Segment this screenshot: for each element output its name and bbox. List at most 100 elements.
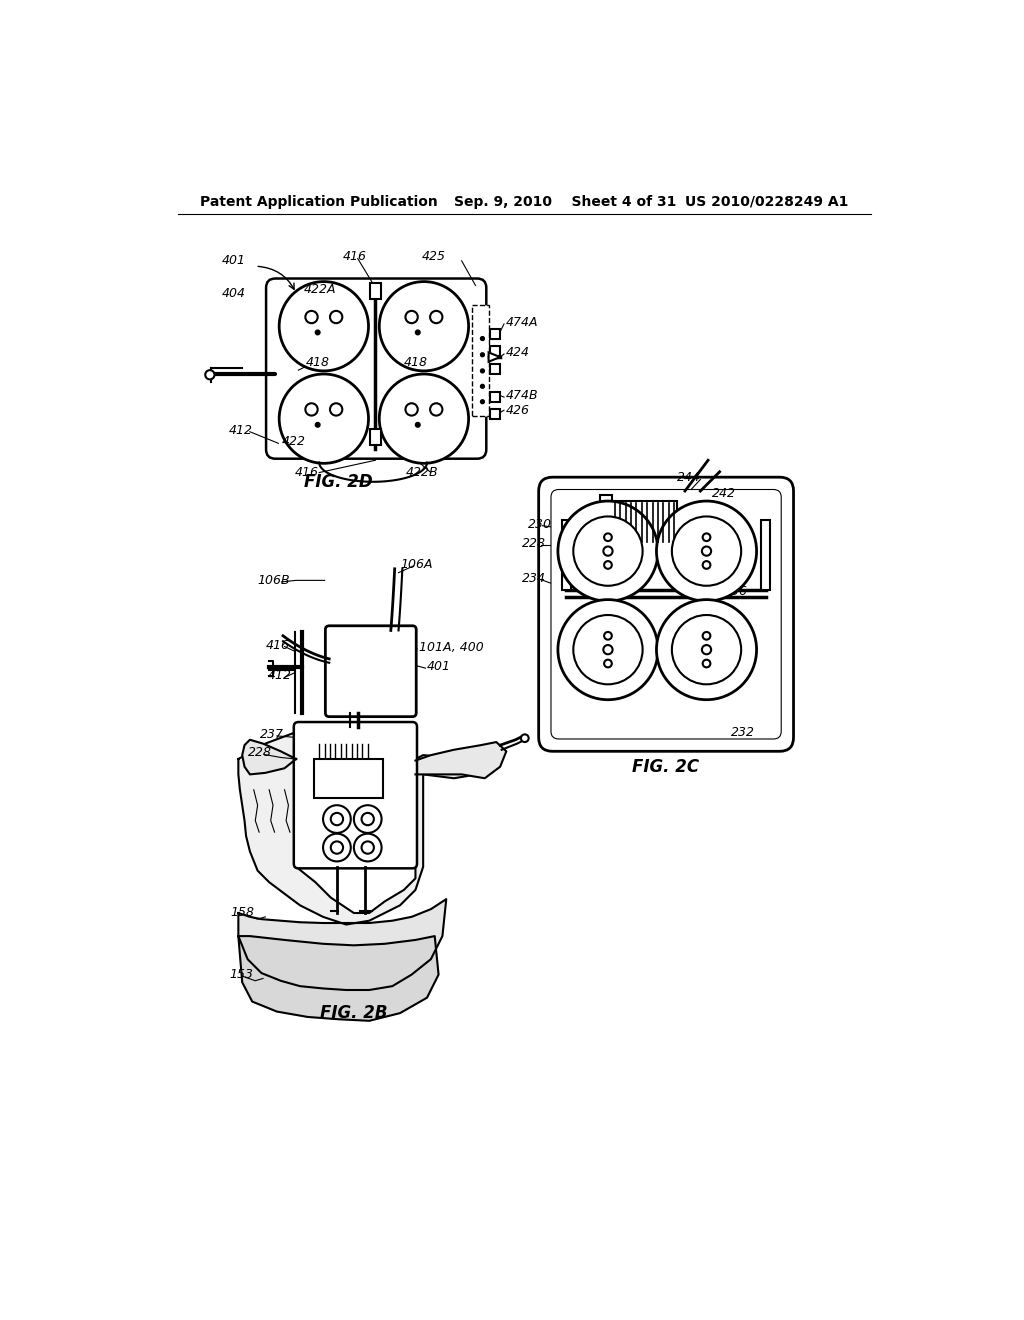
Circle shape (604, 660, 611, 668)
Circle shape (558, 599, 658, 700)
Circle shape (603, 645, 612, 655)
Polygon shape (239, 936, 438, 1020)
Text: FIG. 2C: FIG. 2C (632, 758, 699, 776)
Text: 244: 244 (677, 471, 701, 484)
Circle shape (379, 281, 469, 371)
Text: 472: 472 (339, 665, 369, 680)
Text: 422B: 422B (407, 466, 439, 479)
Circle shape (406, 404, 418, 416)
Circle shape (305, 404, 317, 416)
FancyBboxPatch shape (539, 478, 794, 751)
Circle shape (354, 834, 382, 862)
Bar (313, 759, 383, 797)
Bar (490, 346, 500, 356)
Circle shape (480, 400, 484, 404)
Circle shape (521, 734, 528, 742)
Text: Patent Application Publication: Patent Application Publication (200, 194, 437, 209)
Bar (562, 520, 571, 590)
Circle shape (361, 841, 374, 854)
Text: 474A: 474A (506, 315, 538, 329)
Circle shape (354, 805, 382, 833)
Text: 416: 416 (295, 466, 318, 479)
Circle shape (603, 546, 612, 556)
Text: 404: 404 (221, 286, 246, 300)
Circle shape (323, 834, 351, 862)
Text: 426: 426 (506, 404, 529, 417)
FancyBboxPatch shape (551, 490, 781, 739)
Text: 474B: 474B (506, 389, 539, 403)
Text: 106A: 106A (400, 557, 432, 570)
Polygon shape (416, 742, 506, 779)
Text: US 2010/0228249 A1: US 2010/0228249 A1 (685, 194, 848, 209)
Text: 234: 234 (521, 572, 546, 585)
Circle shape (330, 404, 342, 416)
Circle shape (480, 352, 484, 356)
Circle shape (280, 281, 369, 371)
Circle shape (480, 384, 484, 388)
Circle shape (480, 337, 484, 341)
Circle shape (672, 615, 741, 684)
Circle shape (323, 805, 351, 833)
Circle shape (416, 330, 420, 335)
Text: 422A: 422A (304, 282, 336, 296)
Text: 416: 416 (265, 639, 290, 652)
Circle shape (672, 516, 741, 586)
Bar (490, 392, 500, 403)
Polygon shape (239, 733, 484, 924)
Circle shape (205, 370, 214, 379)
Circle shape (558, 502, 658, 601)
Circle shape (379, 374, 469, 463)
Text: FIG. 2B: FIG. 2B (321, 1005, 388, 1022)
Circle shape (573, 516, 643, 586)
Text: 101A, 400: 101A, 400 (419, 640, 484, 653)
Circle shape (416, 422, 420, 428)
Text: 424: 424 (506, 346, 529, 359)
FancyBboxPatch shape (294, 722, 417, 869)
Text: 240: 240 (593, 554, 616, 568)
Text: 236: 236 (724, 585, 748, 598)
Circle shape (315, 330, 319, 335)
Circle shape (480, 370, 484, 372)
Text: 240B: 240B (724, 537, 756, 550)
Circle shape (702, 660, 711, 668)
Text: 228: 228 (521, 537, 546, 550)
Bar (490, 329, 500, 339)
Text: 412: 412 (267, 669, 292, 682)
Circle shape (604, 533, 611, 541)
Circle shape (604, 561, 611, 569)
Text: FIG. 2D: FIG. 2D (304, 473, 373, 491)
Text: 422: 422 (282, 436, 305, 449)
Circle shape (702, 561, 711, 569)
Text: 416: 416 (342, 251, 367, 264)
Text: 237: 237 (260, 727, 284, 741)
Circle shape (430, 312, 442, 323)
Text: 232: 232 (731, 726, 755, 739)
Text: 230: 230 (528, 517, 552, 531)
Bar (600, 495, 611, 508)
Circle shape (315, 422, 319, 428)
Circle shape (280, 374, 369, 463)
Text: 418: 418 (403, 356, 428, 370)
Bar (370, 284, 381, 298)
Bar (611, 502, 677, 544)
Bar (490, 409, 500, 420)
Text: 228: 228 (248, 746, 271, 759)
Text: Sep. 9, 2010    Sheet 4 of 31: Sep. 9, 2010 Sheet 4 of 31 (454, 194, 676, 209)
Circle shape (331, 813, 343, 825)
Polygon shape (239, 899, 446, 990)
Bar (472, 305, 488, 416)
Circle shape (656, 599, 757, 700)
Bar (761, 520, 770, 590)
Text: 158: 158 (230, 907, 255, 920)
Circle shape (573, 615, 643, 684)
Polygon shape (243, 739, 296, 775)
Circle shape (430, 404, 442, 416)
Text: 153: 153 (229, 968, 253, 981)
Bar (490, 364, 500, 374)
Circle shape (702, 533, 711, 541)
Circle shape (305, 312, 317, 323)
Text: 418: 418 (306, 356, 330, 370)
Circle shape (406, 312, 418, 323)
Text: 242: 242 (712, 487, 736, 500)
Circle shape (331, 841, 343, 854)
